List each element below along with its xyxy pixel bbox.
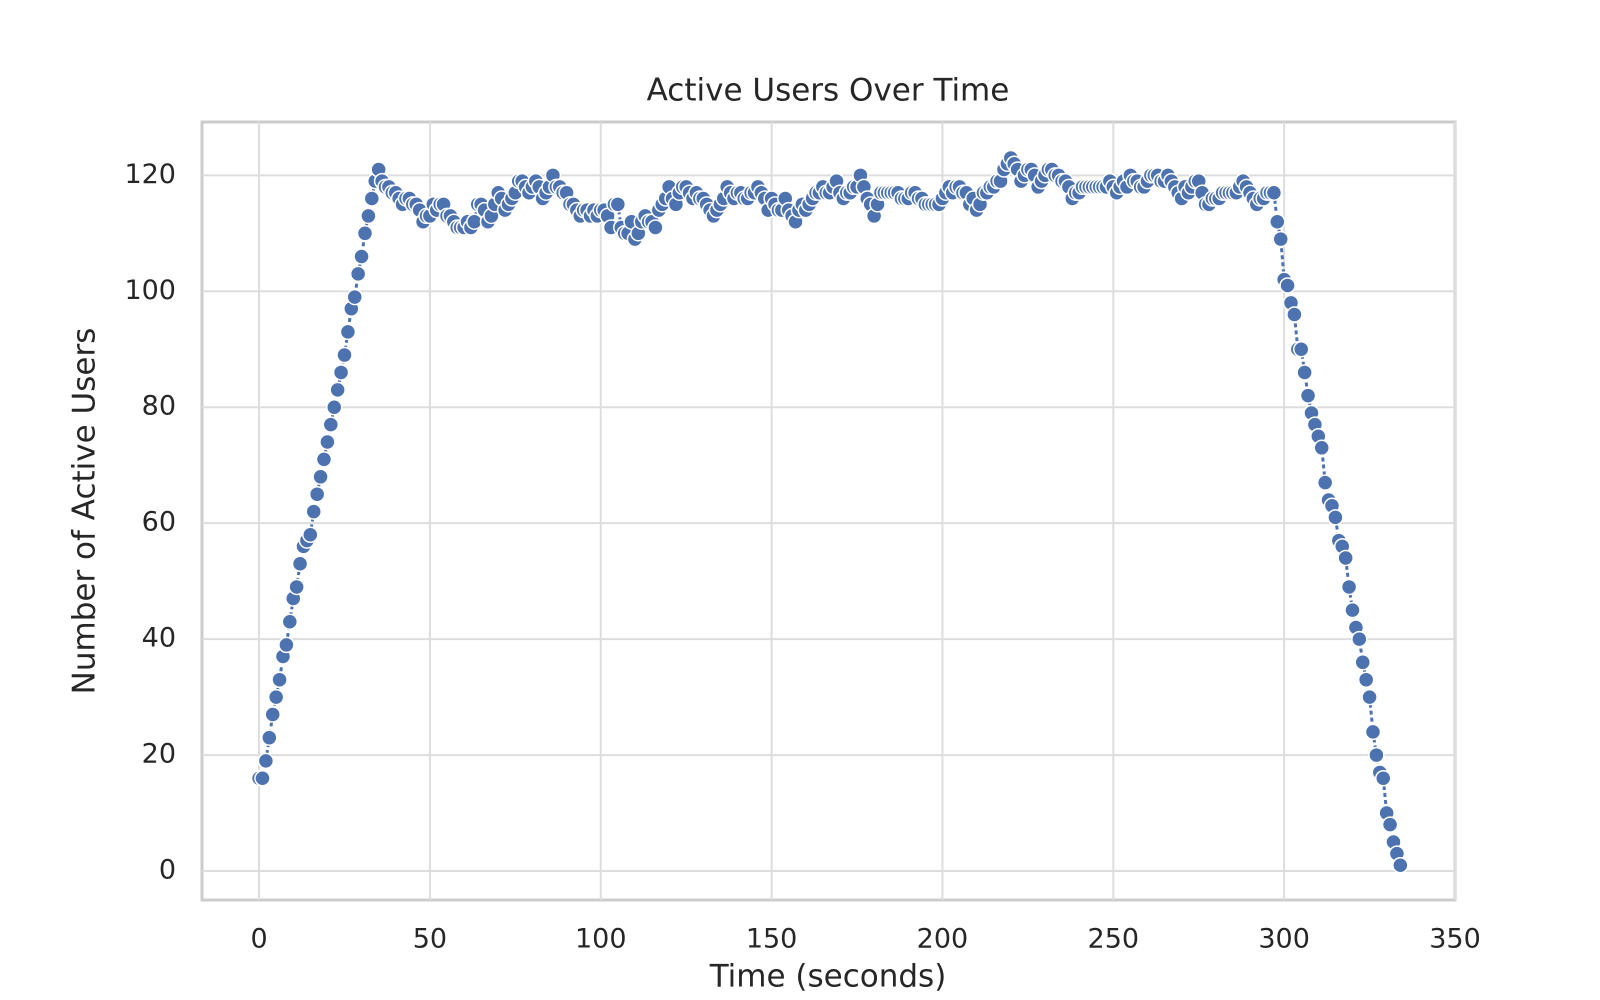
data-point bbox=[609, 196, 627, 213]
data-point bbox=[288, 578, 305, 596]
data-point bbox=[1316, 474, 1334, 491]
data-point bbox=[1361, 688, 1378, 706]
data-point bbox=[356, 225, 374, 242]
data-point bbox=[1292, 341, 1310, 358]
data-point bbox=[278, 636, 295, 654]
data-point bbox=[1313, 439, 1330, 457]
data-point bbox=[267, 688, 285, 706]
y-axis-label: Number of Active Users bbox=[67, 328, 103, 695]
x-tick-label: 200 bbox=[917, 924, 969, 955]
y-tick-label: 20 bbox=[142, 739, 176, 770]
data-point bbox=[1286, 306, 1303, 323]
y-tick-label: 40 bbox=[142, 623, 176, 654]
data-point bbox=[1327, 509, 1344, 526]
data-point bbox=[1354, 654, 1371, 671]
x-tick-label: 300 bbox=[1258, 924, 1310, 955]
data-point bbox=[305, 503, 322, 520]
data-point bbox=[1364, 723, 1382, 741]
plot-area bbox=[200, 120, 1457, 902]
data-point bbox=[1381, 816, 1399, 833]
data-point bbox=[264, 706, 281, 723]
data-point bbox=[1299, 387, 1317, 404]
data-point bbox=[1374, 770, 1392, 787]
data-point bbox=[360, 207, 377, 225]
data-point bbox=[315, 451, 333, 468]
data-point bbox=[254, 770, 271, 787]
data-point bbox=[353, 248, 370, 265]
data-point bbox=[1272, 230, 1289, 248]
data-point bbox=[647, 219, 664, 236]
data-point bbox=[1357, 671, 1375, 688]
data-point bbox=[339, 323, 357, 341]
x-tick-label: 100 bbox=[575, 924, 627, 955]
y-tick-label: 80 bbox=[142, 391, 176, 422]
data-point bbox=[1337, 549, 1354, 567]
data-point bbox=[271, 671, 288, 688]
data-point bbox=[1392, 856, 1409, 874]
data-point bbox=[1340, 578, 1358, 596]
data-point bbox=[302, 526, 319, 544]
data-point bbox=[281, 613, 299, 630]
data-point bbox=[1269, 213, 1286, 230]
data-point bbox=[336, 346, 353, 364]
data-point bbox=[1351, 630, 1368, 648]
y-tick-label: 120 bbox=[124, 159, 176, 190]
data-point bbox=[363, 190, 381, 207]
data-point bbox=[257, 752, 275, 770]
x-tick-label: 50 bbox=[413, 924, 447, 955]
x-tick-label: 250 bbox=[1088, 924, 1140, 955]
x-tick-label: 150 bbox=[746, 924, 798, 955]
data-point bbox=[1368, 746, 1385, 764]
y-tick-label: 60 bbox=[142, 507, 176, 538]
data-point bbox=[332, 364, 350, 381]
chart-title: Active Users Over Time bbox=[647, 73, 1010, 109]
y-tick-label: 100 bbox=[124, 275, 176, 306]
data-point bbox=[1344, 601, 1361, 619]
x-tick-label: 350 bbox=[1429, 924, 1481, 955]
data-point bbox=[308, 485, 326, 503]
data-point bbox=[346, 288, 363, 306]
data-point bbox=[312, 468, 329, 486]
x-axis-label: Time (seconds) bbox=[709, 959, 947, 995]
data-point bbox=[322, 416, 340, 433]
data-point bbox=[349, 265, 367, 283]
data-point bbox=[319, 433, 336, 451]
data-point bbox=[1296, 364, 1313, 381]
data-point bbox=[325, 398, 343, 416]
x-tick-label: 0 bbox=[250, 924, 267, 955]
data-point bbox=[291, 555, 309, 573]
data-point bbox=[329, 381, 346, 399]
data-point bbox=[1279, 277, 1296, 294]
data-point bbox=[261, 729, 278, 746]
data-point bbox=[1265, 184, 1283, 201]
y-tick-label: 0 bbox=[159, 855, 176, 886]
